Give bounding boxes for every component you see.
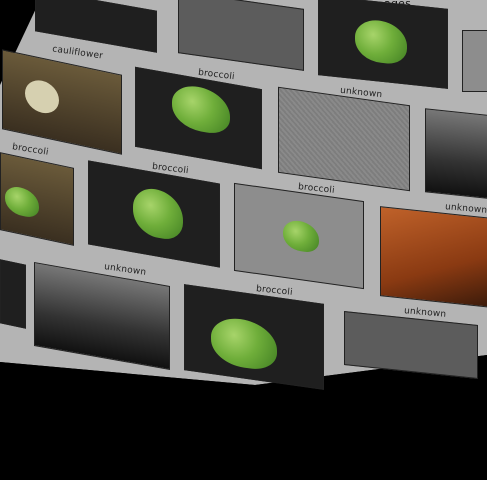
cauliflower-photo <box>25 77 59 117</box>
broccoli-photo <box>133 185 183 243</box>
thumbnail-image[interactable] <box>278 86 410 192</box>
thumbnail-image[interactable] <box>380 206 487 308</box>
broccoli-photo <box>355 18 407 66</box>
thumbnail-image[interactable] <box>234 182 364 290</box>
thumbnail-image[interactable] <box>462 30 487 92</box>
broccoli-photo <box>211 314 277 373</box>
broccoli-photo <box>283 218 319 254</box>
broccoli-photo <box>172 82 230 137</box>
thumbnail-image[interactable] <box>318 0 448 89</box>
thumbnail-image[interactable] <box>0 152 74 246</box>
thumbnail-image[interactable] <box>425 108 487 200</box>
shadow-region <box>0 355 487 480</box>
thumbnail-image[interactable] <box>0 259 26 329</box>
broccoli-photo <box>5 184 39 220</box>
